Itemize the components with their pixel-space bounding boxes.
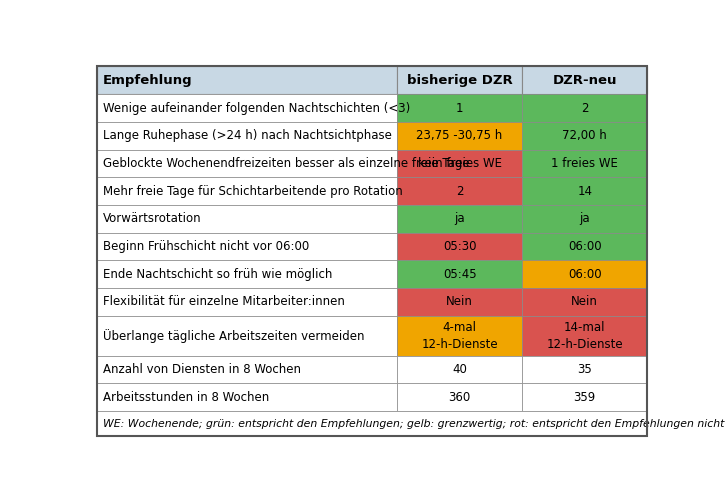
Bar	[522, 177, 647, 205]
Text: Arbeitsstunden in 8 Wochen: Arbeitsstunden in 8 Wochen	[103, 391, 269, 404]
Text: 2: 2	[581, 101, 589, 115]
Text: Flexibilität für einzelne Mitarbeiter:innen: Flexibilität für einzelne Mitarbeiter:in…	[103, 295, 345, 308]
Text: 05:45: 05:45	[443, 267, 476, 280]
Text: 40: 40	[452, 363, 467, 376]
Bar	[522, 383, 647, 411]
Text: Ende Nachtschicht so früh wie möglich: Ende Nachtschicht so früh wie möglich	[103, 267, 333, 280]
Bar	[397, 356, 522, 383]
Text: ja: ja	[454, 212, 465, 225]
Bar	[97, 233, 397, 260]
Bar	[522, 288, 647, 316]
Bar	[522, 66, 647, 94]
Bar	[97, 66, 397, 94]
Bar	[397, 260, 522, 288]
Text: 06:00: 06:00	[568, 240, 602, 253]
Text: DZR-neu: DZR-neu	[552, 74, 617, 86]
Text: WE: Wochenende; grün: entspricht den Empfehlungen; gelb: grenzwertig; rot: entsp: WE: Wochenende; grün: entspricht den Emp…	[103, 418, 725, 428]
Bar	[97, 316, 397, 356]
Text: Lange Ruhephase (>24 h) nach Nachtsichtphase: Lange Ruhephase (>24 h) nach Nachtsichtp…	[103, 129, 392, 142]
Bar	[397, 66, 522, 94]
Text: 23,75 -30,75 h: 23,75 -30,75 h	[417, 129, 502, 142]
Bar	[97, 150, 397, 177]
Text: Geblockte Wochenendfreizeiten besser als einzelne freie Tage: Geblockte Wochenendfreizeiten besser als…	[103, 157, 470, 170]
Text: 05:30: 05:30	[443, 240, 476, 253]
Bar	[522, 205, 647, 233]
Bar	[522, 260, 647, 288]
Bar	[397, 288, 522, 316]
Text: Empfehlung: Empfehlung	[103, 74, 193, 86]
Text: 06:00: 06:00	[568, 267, 602, 280]
Text: 35: 35	[577, 363, 592, 376]
Bar	[97, 356, 397, 383]
Text: Anzahl von Diensten in 8 Wochen: Anzahl von Diensten in 8 Wochen	[103, 363, 301, 376]
Text: Nein: Nein	[571, 295, 598, 308]
Text: bisherige DZR: bisherige DZR	[407, 74, 513, 86]
Text: 2: 2	[456, 184, 463, 198]
Text: 1: 1	[456, 101, 463, 115]
Text: 4-mal
12-h-Dienste: 4-mal 12-h-Dienste	[421, 321, 498, 350]
Text: 14: 14	[577, 184, 592, 198]
Text: Überlange tägliche Arbeitszeiten vermeiden: Überlange tägliche Arbeitszeiten vermeid…	[103, 329, 364, 342]
Text: Wenige aufeinander folgenden Nachtschichten (<3): Wenige aufeinander folgenden Nachtschich…	[103, 101, 410, 115]
Bar	[397, 177, 522, 205]
Text: ja: ja	[579, 212, 590, 225]
Bar	[397, 383, 522, 411]
Bar	[397, 94, 522, 122]
Text: Mehr freie Tage für Schichtarbeitende pro Rotation: Mehr freie Tage für Schichtarbeitende pr…	[103, 184, 403, 198]
Bar	[397, 316, 522, 356]
Bar	[522, 122, 647, 150]
Bar	[397, 205, 522, 233]
Text: 14-mal
12-h-Dienste: 14-mal 12-h-Dienste	[547, 321, 623, 350]
Bar	[97, 288, 397, 316]
Bar	[397, 122, 522, 150]
Bar	[522, 94, 647, 122]
Bar	[97, 383, 397, 411]
Text: Vorwärtsrotation: Vorwärtsrotation	[103, 212, 202, 225]
Bar	[522, 356, 647, 383]
Bar	[97, 122, 397, 150]
Bar	[397, 233, 522, 260]
Bar	[97, 411, 647, 436]
Bar	[97, 260, 397, 288]
Text: 72,00 h: 72,00 h	[563, 129, 607, 142]
Text: Nein: Nein	[446, 295, 473, 308]
Text: 360: 360	[449, 391, 470, 404]
Bar	[97, 177, 397, 205]
Bar	[522, 316, 647, 356]
Bar	[397, 150, 522, 177]
Text: kein freies WE: kein freies WE	[417, 157, 502, 170]
Bar	[97, 205, 397, 233]
Text: 359: 359	[574, 391, 596, 404]
Text: 1 freies WE: 1 freies WE	[551, 157, 618, 170]
Bar	[97, 94, 397, 122]
Bar	[522, 150, 647, 177]
Bar	[522, 233, 647, 260]
Text: Beginn Frühschicht nicht vor 06:00: Beginn Frühschicht nicht vor 06:00	[103, 240, 309, 253]
